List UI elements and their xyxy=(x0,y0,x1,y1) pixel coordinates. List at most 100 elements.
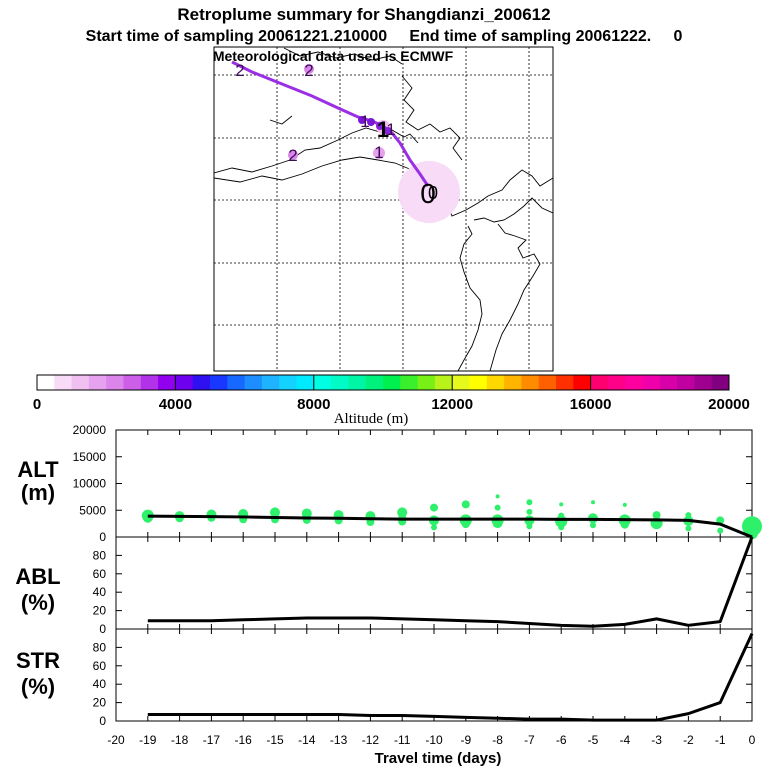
colorbar-swatch xyxy=(486,375,505,390)
x-tick-label: -7 xyxy=(524,733,535,747)
colorbar-swatch xyxy=(140,375,159,390)
x-tick-label: -3 xyxy=(651,733,662,747)
colorbar-swatch xyxy=(296,375,315,390)
colorbar-swatch xyxy=(158,375,176,390)
trajectory-marker xyxy=(367,118,375,126)
colorbar-swatch xyxy=(106,375,124,390)
altitude-point xyxy=(558,524,565,531)
y-tick-label: 80 xyxy=(93,548,107,562)
altitude-point xyxy=(685,525,692,532)
x-tick-label: -19 xyxy=(139,733,157,747)
y-tick-label: 60 xyxy=(93,567,107,581)
colorbar-swatch xyxy=(521,375,540,390)
x-tick-label: -12 xyxy=(362,733,380,747)
panel-label-abl: ABL xyxy=(15,564,60,589)
colorbar-swatch xyxy=(400,375,419,390)
altitude-point xyxy=(591,500,595,505)
colorbar-swatch xyxy=(71,375,90,390)
colorbar-swatch xyxy=(659,375,678,390)
altitude-point xyxy=(620,520,629,529)
colorbar-label: Altitude (m) xyxy=(334,411,409,427)
day-label: 1 xyxy=(374,143,383,162)
x-tick-label: -20 xyxy=(107,733,125,747)
y-tick-label: 5000 xyxy=(79,503,106,517)
altitude-point xyxy=(526,499,533,506)
altitude-point xyxy=(494,504,501,511)
colorbar-swatch xyxy=(210,375,228,390)
y-tick-label: 60 xyxy=(93,659,107,673)
trajectory-line xyxy=(231,60,430,187)
series-line-alt xyxy=(147,514,753,539)
colorbar-swatch xyxy=(313,375,332,390)
colorbar-swatch xyxy=(677,375,695,390)
colorbar-tick-label: 16000 xyxy=(570,396,612,413)
map-frame xyxy=(213,46,554,372)
colorbar-swatch xyxy=(711,375,730,390)
altitude-point xyxy=(270,507,280,518)
colorbar-swatch xyxy=(625,375,643,390)
colorbar-tick-label: 4000 xyxy=(159,396,192,413)
plume-circle-day1b xyxy=(373,147,385,159)
x-tick-label: -5 xyxy=(588,733,599,747)
series-line-abl xyxy=(147,536,754,628)
colorbar-swatch xyxy=(331,375,349,390)
x-tick-label: -13 xyxy=(330,733,348,747)
altitude-point xyxy=(622,502,627,507)
day-label: 1 xyxy=(360,112,369,131)
panel-unit-str: (%) xyxy=(21,674,55,699)
colorbar-swatch xyxy=(54,375,73,390)
colorbar-swatch xyxy=(434,375,453,390)
y-tick-label: 80 xyxy=(93,640,107,654)
altitude-point xyxy=(652,511,661,520)
altitude-point xyxy=(526,508,533,515)
met-data-source: Meteorological data used is ECMWF xyxy=(213,48,454,64)
altitude-point xyxy=(142,512,153,523)
colorbar-swatch xyxy=(88,375,107,390)
plume-circle-day2b xyxy=(304,64,314,74)
map-coastlines xyxy=(214,47,553,371)
altitude-point xyxy=(559,502,564,507)
plume-circle-day2 xyxy=(288,150,298,160)
map-grid xyxy=(214,47,553,371)
panel-label-str: STR xyxy=(16,648,60,673)
x-tick-label: -16 xyxy=(235,733,253,747)
x-axis-label: Travel time (days) xyxy=(375,750,502,767)
chart-title: Retroplume summary for Shangdianzi_20061… xyxy=(177,5,550,24)
colorbar-swatch xyxy=(538,375,557,390)
colorbar-swatch xyxy=(244,375,263,390)
sampling-times: Start time of sampling 20061221.210000 E… xyxy=(86,28,683,45)
x-tick-label: -4 xyxy=(619,733,630,747)
colorbar-swatch xyxy=(469,375,488,390)
colorbar-swatch xyxy=(452,375,470,390)
y-tick-label: 40 xyxy=(93,677,107,691)
x-tick-label: -6 xyxy=(556,733,567,747)
x-tick-label: -9 xyxy=(460,733,471,747)
x-tick-label: -2 xyxy=(683,733,694,747)
day-label: 2 xyxy=(304,61,313,80)
colorbar-swatch xyxy=(504,375,522,390)
altitude-point xyxy=(590,522,596,529)
y-tick-label: 0 xyxy=(99,622,106,636)
colorbar-swatch xyxy=(556,375,574,390)
altitude-point xyxy=(492,518,503,529)
altitude-point xyxy=(717,527,724,534)
x-tick-label: -15 xyxy=(266,733,284,747)
x-tick-label: -17 xyxy=(203,733,221,747)
y-tick-label: 15000 xyxy=(73,450,107,464)
colorbar-tick-label: 8000 xyxy=(297,396,330,413)
trajectory-map: 2 2 2 1 1 1 1 0 0 xyxy=(213,46,554,372)
altitude-colorbar: 0 4000 8000 12000 16000 20000 xyxy=(33,374,750,413)
colorbar-tick-label: 0 xyxy=(33,396,41,413)
colorbar-swatch xyxy=(607,375,626,390)
y-tick-label: 20 xyxy=(93,604,107,618)
trajectory-marker xyxy=(376,122,384,130)
trajectory-marker xyxy=(358,116,366,124)
altitude-point xyxy=(526,523,533,530)
colorbar-swatch xyxy=(192,375,211,390)
day-label: 2 xyxy=(288,146,297,165)
altitude-point xyxy=(461,520,470,529)
colorbar-swatch xyxy=(365,375,384,390)
panel-label-alt: ALT xyxy=(17,457,59,482)
colorbar-swatch xyxy=(348,375,367,390)
x-tick-label: -10 xyxy=(425,733,443,747)
